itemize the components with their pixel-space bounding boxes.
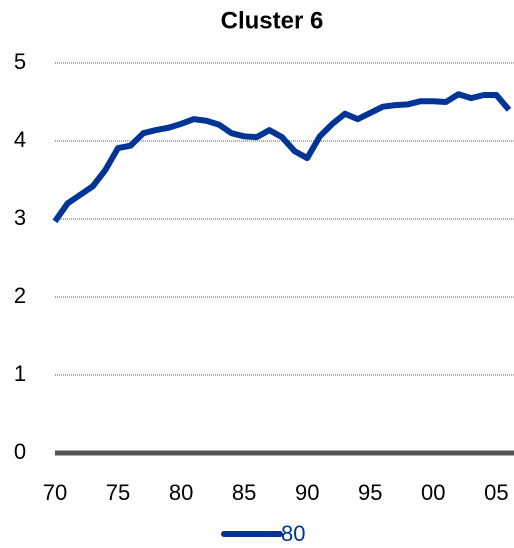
x-tick-label: 05 xyxy=(484,480,508,505)
x-tick-label: 75 xyxy=(106,480,130,505)
x-tick-label: 70 xyxy=(43,480,67,505)
chart-title: Cluster 6 xyxy=(221,7,324,34)
x-tick-label: 95 xyxy=(358,480,382,505)
x-tick-label: 90 xyxy=(295,480,319,505)
y-tick-label: 4 xyxy=(14,127,26,152)
y-tick-label: 5 xyxy=(14,49,26,74)
y-tick-label: 0 xyxy=(14,439,26,464)
y-tick-label: 3 xyxy=(14,205,26,230)
y-tick-label: 1 xyxy=(14,361,26,386)
y-tick-label: 2 xyxy=(14,283,26,308)
x-tick-label: 85 xyxy=(232,480,256,505)
legend-label: 80 xyxy=(281,521,305,546)
x-tick-label: 00 xyxy=(421,480,445,505)
x-tick-label: 80 xyxy=(169,480,193,505)
series-line xyxy=(52,91,512,224)
